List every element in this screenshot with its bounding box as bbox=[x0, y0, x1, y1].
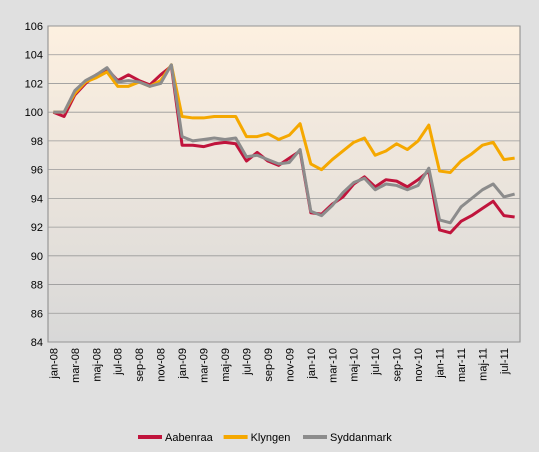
x-tick-label: mar-10 bbox=[327, 348, 339, 383]
y-tick-label: 94 bbox=[31, 193, 43, 205]
y-tick-label: 90 bbox=[31, 251, 43, 263]
y-tick-label: 98 bbox=[31, 136, 43, 148]
x-tick-label: maj-10 bbox=[349, 348, 361, 382]
x-tick-label: mar-08 bbox=[70, 348, 82, 383]
y-tick-label: 106 bbox=[25, 21, 43, 33]
x-tick-label: maj-08 bbox=[91, 348, 103, 382]
x-tick-label: mar-11 bbox=[456, 348, 468, 382]
legend-label: Aabenraa bbox=[165, 432, 214, 444]
y-tick-label: 96 bbox=[31, 165, 43, 177]
x-tick-label: nov-08 bbox=[156, 348, 168, 382]
x-tick-label: jul-11 bbox=[499, 348, 511, 375]
y-tick-label: 92 bbox=[31, 222, 43, 234]
y-tick-label: 88 bbox=[31, 280, 43, 292]
series-line bbox=[53, 63, 516, 225]
x-tick-label: nov-09 bbox=[284, 348, 296, 382]
x-tick-label: maj-09 bbox=[220, 348, 232, 382]
plot-area bbox=[47, 25, 521, 343]
x-tick-label: sep-10 bbox=[392, 348, 404, 382]
y-tick-label: 100 bbox=[25, 107, 43, 119]
x-tick-label: jan-10 bbox=[306, 348, 318, 380]
x-tick-label: jan-08 bbox=[48, 348, 60, 380]
x-tick-label: maj-11 bbox=[477, 348, 489, 381]
y-tick-label: 102 bbox=[25, 78, 43, 90]
x-tick-label: sep-08 bbox=[134, 348, 146, 382]
legend-label: Klyngen bbox=[251, 432, 291, 444]
x-tick-label: jan-09 bbox=[177, 348, 189, 380]
x-tick-label: sep-09 bbox=[263, 348, 275, 382]
x-tick-label: jul-10 bbox=[370, 348, 382, 376]
x-tick-label: mar-09 bbox=[199, 348, 211, 383]
x-tick-label: nov-10 bbox=[413, 348, 425, 382]
x-tick-label: jan-11 bbox=[435, 348, 447, 379]
y-tick-label: 84 bbox=[31, 337, 43, 349]
y-tick-label: 86 bbox=[31, 308, 43, 320]
series-line bbox=[53, 63, 515, 175]
legend-label: Syddanmark bbox=[330, 432, 392, 444]
y-tick-label: 104 bbox=[25, 50, 43, 62]
x-tick-label: jul-08 bbox=[113, 348, 125, 376]
x-tick-label: jul-09 bbox=[241, 348, 253, 376]
